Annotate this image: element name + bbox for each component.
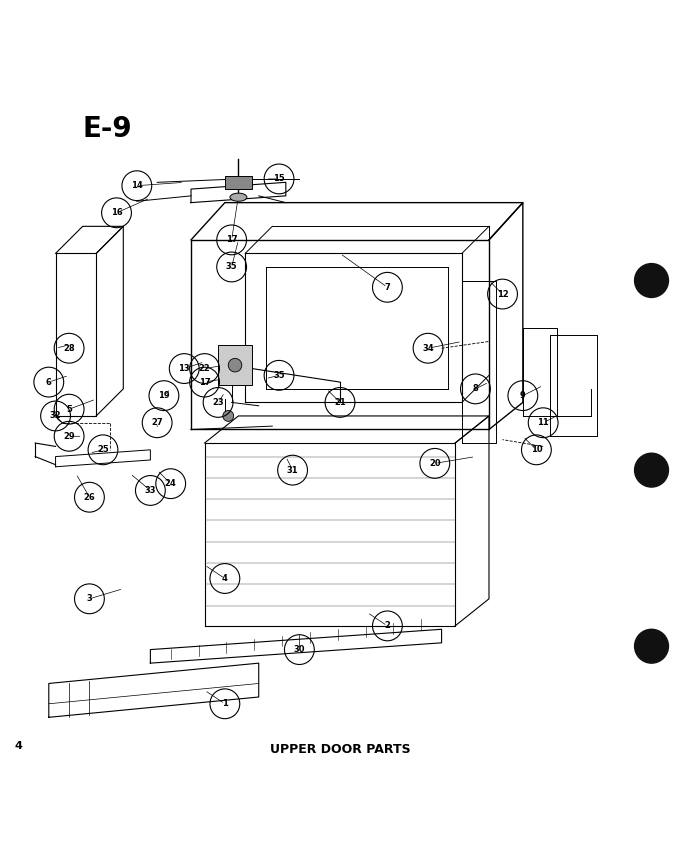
Text: 16: 16 (111, 208, 122, 217)
Text: 23: 23 (212, 398, 224, 407)
Text: 5: 5 (66, 405, 72, 414)
Text: 33: 33 (145, 486, 156, 495)
Text: 22: 22 (199, 364, 210, 373)
Text: UPPER DOOR PARTS: UPPER DOOR PARTS (270, 743, 410, 756)
Text: 26: 26 (84, 493, 95, 502)
Ellipse shape (230, 193, 247, 201)
Text: 17: 17 (199, 378, 210, 387)
Text: 11: 11 (537, 418, 549, 427)
Text: 4: 4 (222, 574, 228, 583)
Text: E-9: E-9 (83, 114, 133, 143)
Text: 35: 35 (226, 263, 237, 271)
Text: 34: 34 (422, 344, 434, 353)
Text: 6: 6 (46, 378, 52, 387)
Circle shape (228, 358, 242, 372)
Text: 15: 15 (273, 174, 285, 184)
Text: 13: 13 (178, 364, 190, 373)
Text: 32: 32 (50, 411, 61, 420)
Text: 28: 28 (63, 344, 75, 353)
Circle shape (634, 454, 668, 487)
Bar (218, 344, 252, 386)
Text: 29: 29 (63, 432, 75, 441)
Text: 19: 19 (158, 391, 170, 400)
Circle shape (634, 630, 668, 663)
Text: 30: 30 (294, 645, 305, 654)
Text: 14: 14 (131, 181, 143, 190)
Text: 9: 9 (520, 391, 526, 400)
Text: 4: 4 (15, 741, 23, 751)
Text: 20: 20 (429, 459, 441, 468)
Circle shape (634, 264, 668, 297)
Text: 2: 2 (384, 621, 390, 631)
Text: 17: 17 (226, 235, 237, 244)
Text: 12: 12 (496, 289, 509, 299)
Circle shape (223, 411, 234, 422)
Text: 3: 3 (86, 594, 92, 603)
Text: 7: 7 (384, 283, 390, 292)
Text: 27: 27 (152, 418, 163, 427)
Bar (225, 175, 252, 189)
Text: 24: 24 (165, 479, 177, 488)
Text: 1: 1 (222, 699, 228, 709)
Text: 8: 8 (473, 384, 478, 393)
Text: 21: 21 (334, 398, 346, 407)
Text: 25: 25 (97, 445, 109, 454)
Text: 10: 10 (530, 445, 542, 454)
Text: 31: 31 (287, 466, 299, 475)
Text: 35: 35 (273, 371, 285, 380)
